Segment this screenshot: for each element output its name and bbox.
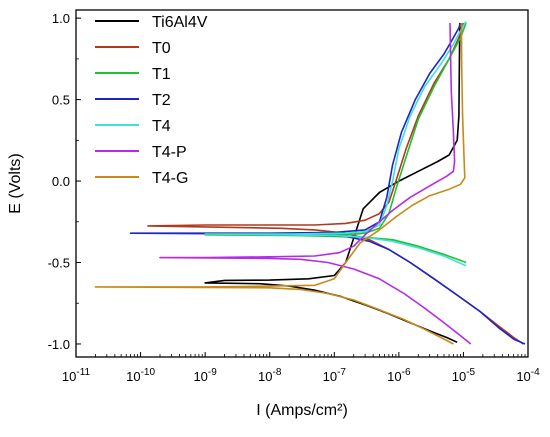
legend-label-t4-p: T4-P <box>152 144 187 161</box>
x-tick-label: 10-10 <box>126 367 155 384</box>
x-tick-label: 10-9 <box>193 367 217 384</box>
series-line-t1 <box>204 22 467 264</box>
legend: Ti6Al4V T0 T1 T2 T4 T4-P T4-G <box>95 14 208 187</box>
y-tick-label: -1.0 <box>48 337 70 352</box>
plot-frame <box>75 9 529 358</box>
legend-label-t2: T2 <box>152 92 171 109</box>
x-tick-label: 10-5 <box>452 367 476 384</box>
y-tick-label: 0.5 <box>52 93 70 108</box>
y-axis-title: E (Volts) <box>7 153 24 213</box>
series-line-t4-p <box>159 22 472 345</box>
series-layer <box>94 20 526 345</box>
legend-label-t0: T0 <box>152 40 171 57</box>
series-line-t2 <box>129 22 526 345</box>
series-line-t4 <box>204 20 467 267</box>
axis-ticks: 10-11 10-10 10-9 10-8 10-7 10-6 10-5 10-4 1.0 0.5… <box>48 11 541 384</box>
legend-label-t1: T1 <box>152 66 171 83</box>
legend-label-t4-g: T4-G <box>152 170 188 187</box>
x-tick-label: 10-7 <box>323 367 347 384</box>
legend-label-ti6al4v: Ti6Al4V <box>152 14 208 31</box>
x-tick-label: 10-11 <box>62 367 91 384</box>
series-line-t4-g <box>94 22 466 345</box>
x-tick-label: 10-8 <box>258 367 282 384</box>
legend-label-t4: T4 <box>152 118 171 135</box>
x-tick-label: 10-4 <box>516 367 540 384</box>
x-axis-title: I (Amps/cm²) <box>256 402 348 419</box>
x-tick-label: 10-6 <box>387 367 411 384</box>
y-tick-label: 0.0 <box>52 174 70 189</box>
y-tick-label: 1.0 <box>52 11 70 26</box>
y-tick-label: -0.5 <box>48 256 70 271</box>
